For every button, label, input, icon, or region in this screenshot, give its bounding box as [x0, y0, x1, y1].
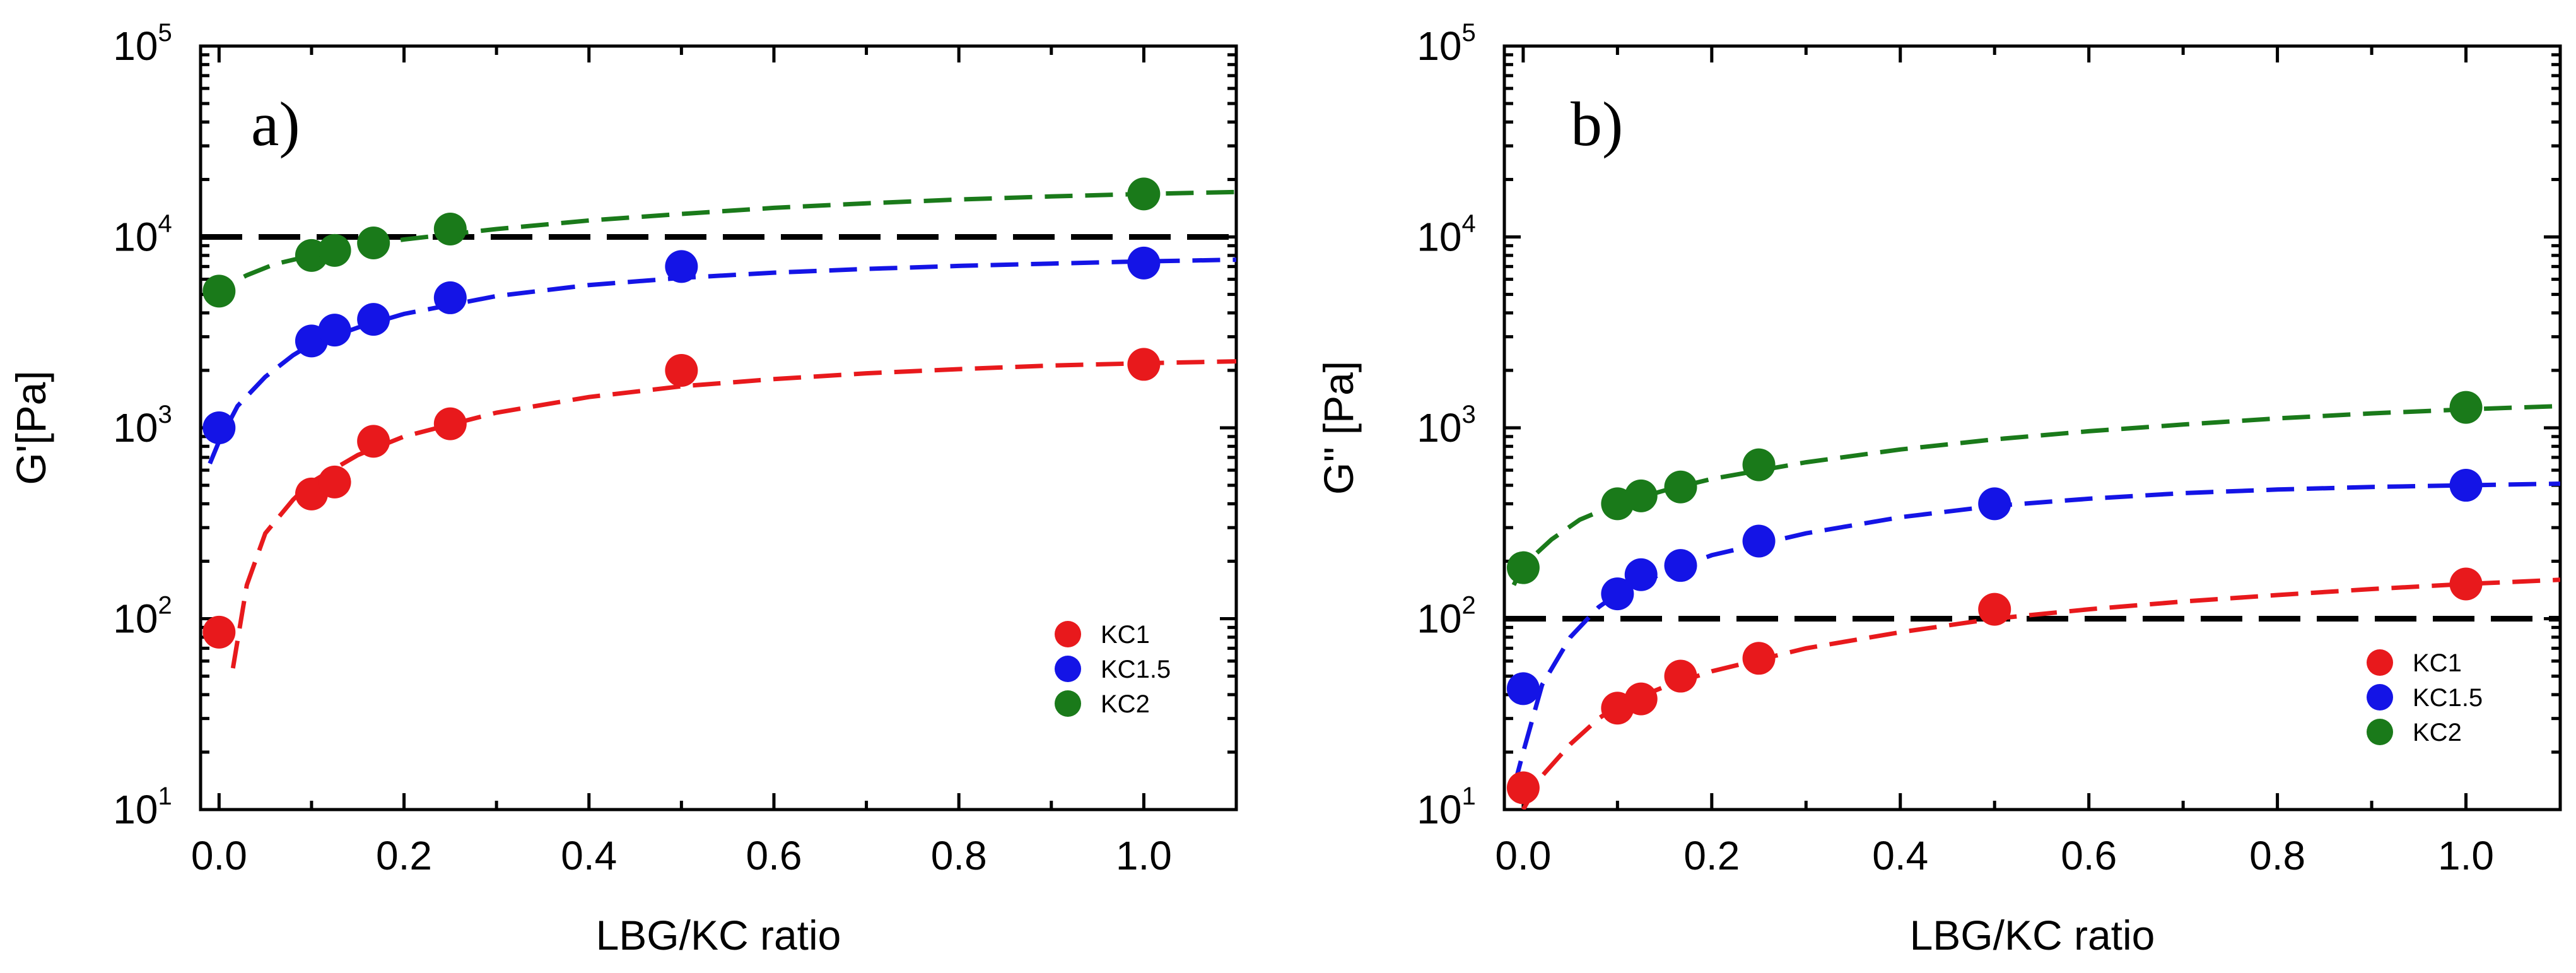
data-point-kc1-5	[1664, 549, 1697, 582]
x-tick-label: 0.8	[2249, 833, 2305, 878]
plot-frame	[199, 44, 1238, 811]
data-point-kc1	[318, 465, 351, 498]
x-tick-label: 1.0	[1116, 833, 1172, 878]
data-point-kc2	[2449, 391, 2483, 424]
x-tick-label: 0.2	[376, 833, 432, 878]
y-axis-title: G'[Pa]	[8, 370, 54, 485]
panel-label: a)	[251, 89, 300, 159]
legend-label: KC1	[2413, 649, 2462, 677]
data-point-kc2	[1506, 551, 1540, 584]
legend-marker	[2367, 719, 2393, 745]
x-tick-label: 0.6	[746, 833, 802, 878]
data-point-kc1-5	[1624, 558, 1658, 591]
data-point-kc1	[1506, 771, 1540, 805]
legend-marker	[2367, 684, 2393, 711]
y-tick-label: 102	[113, 592, 172, 642]
x-tick-label: 0.0	[1495, 833, 1551, 878]
legend-marker	[1055, 621, 1081, 647]
data-point-kc1	[1664, 659, 1697, 693]
x-tick-label: 0.4	[1872, 833, 1928, 878]
y-tick-label: 101	[1417, 782, 1475, 832]
x-tick-label: 0.8	[931, 833, 987, 878]
fit-line-kc1-5	[1511, 481, 2560, 789]
x-tick-label: 0.6	[2061, 833, 2117, 878]
data-point-kc1-5	[665, 250, 698, 283]
x-tick-label: 0.2	[1683, 833, 1740, 878]
data-point-kc1-5	[1601, 577, 1634, 611]
data-point-kc1	[433, 407, 467, 440]
data-point-kc2	[433, 212, 467, 245]
data-point-kc1	[1127, 348, 1161, 381]
y-tick-label: 101	[113, 782, 172, 832]
x-axis-title: LBG/KC ratio	[596, 912, 841, 958]
fit-line-kc2	[1511, 404, 2560, 586]
x-tick-label: 0.0	[191, 833, 247, 878]
data-point-kc2	[357, 227, 390, 260]
data-point-kc2	[1742, 448, 1776, 481]
data-point-kc2	[202, 274, 236, 308]
legend-label: KC2	[1101, 690, 1150, 718]
plot-area	[1504, 391, 2560, 810]
y-tick-label: 103	[1417, 401, 1475, 451]
data-point-kc1	[357, 425, 390, 458]
data-point-kc1	[2449, 567, 2483, 601]
plot-area	[201, 177, 1236, 669]
data-point-kc1-5	[357, 303, 390, 336]
y-tick-label: 103	[113, 401, 172, 451]
data-point-kc2	[1664, 470, 1697, 504]
data-point-kc1-5	[1742, 524, 1776, 558]
data-point-kc1	[1978, 593, 2011, 626]
chart-panel-2: 101 102 103 104 105 0.0 0.2 0.4 0.6 0.8 1.0 LBG/KC …	[1315, 19, 2562, 958]
data-point-kc2	[1127, 177, 1161, 211]
legend-marker	[1055, 656, 1081, 682]
y-tick-label: 105	[113, 19, 172, 69]
legend-marker	[2367, 649, 2393, 676]
fit-line-kc1-5	[208, 257, 1236, 464]
data-point-kc1-5	[2449, 469, 2483, 502]
data-point-kc2	[1624, 479, 1658, 512]
fit-line-kc2	[208, 189, 1236, 300]
y-tick-label: 104	[113, 210, 172, 260]
fit-line-kc1	[230, 359, 1236, 669]
legend-marker	[1055, 690, 1081, 717]
legend-label: KC1.5	[2413, 684, 2483, 712]
data-point-kc1-5	[202, 411, 236, 444]
data-point-kc1-5	[318, 314, 351, 347]
data-point-kc1	[202, 615, 236, 649]
data-point-kc1-5	[1978, 487, 2011, 521]
fit-line-kc1	[1521, 577, 2560, 810]
chart-panel-1: 101 102 103 104 105 0.0 0.2 0.4 0.6 0.8 1.0 LBG/KC …	[8, 19, 1238, 958]
legend-label: KC1.5	[1101, 656, 1171, 683]
data-point-kc1-5	[1506, 672, 1540, 705]
data-point-kc1-5	[1127, 246, 1161, 280]
data-point-kc1-5	[433, 281, 467, 314]
x-axis-title: LBG/KC ratio	[1910, 912, 2155, 958]
y-tick-label: 105	[1417, 19, 1475, 69]
x-tick-label: 0.4	[561, 833, 617, 878]
panel-label: b)	[1571, 89, 1623, 159]
data-point-kc1	[1742, 642, 1776, 675]
y-tick-label: 102	[1417, 592, 1475, 642]
plot-frame	[1502, 44, 2562, 811]
x-tick-label: 1.0	[2438, 833, 2494, 878]
legend-label: KC2	[2413, 719, 2462, 746]
data-point-kc1	[1624, 682, 1658, 716]
data-point-kc1	[665, 353, 698, 387]
y-tick-label: 104	[1417, 210, 1475, 260]
y-axis-title: G'' [Pa]	[1315, 361, 1362, 495]
data-point-kc2	[318, 233, 351, 267]
legend-label: KC1	[1101, 621, 1150, 649]
